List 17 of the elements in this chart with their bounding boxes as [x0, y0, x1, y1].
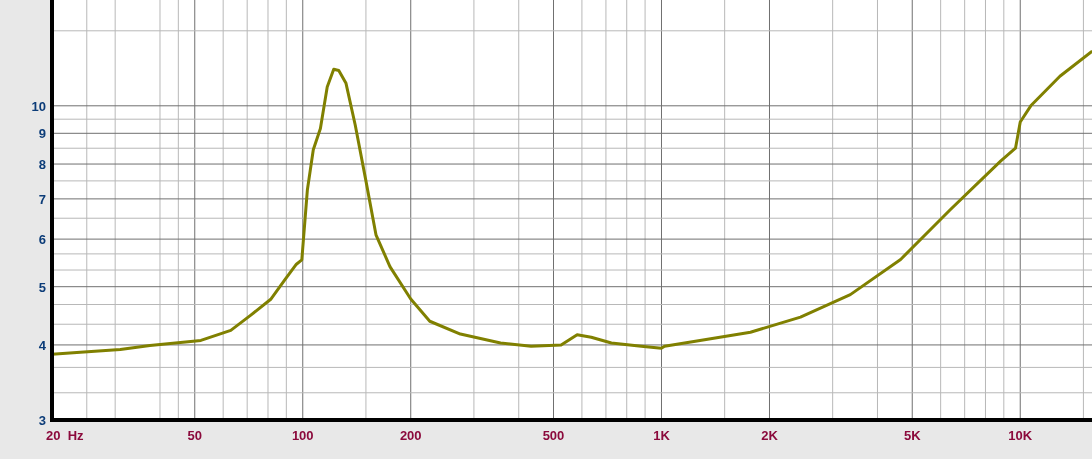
y-tick-label: 7 — [38, 191, 46, 207]
x-tick-label: 20 Hz — [46, 428, 85, 443]
x-tick-label: 1K — [653, 428, 671, 443]
x-tick-label: 100 — [291, 428, 314, 443]
x-tick-label: 500 — [542, 428, 565, 443]
y-tick-label: 3 — [38, 413, 46, 428]
y-tick-label: 8 — [38, 157, 46, 173]
y-tick-label: 10 — [31, 98, 46, 114]
x-tick-label: 200 — [399, 428, 422, 443]
x-tick-label: 10K — [1008, 428, 1033, 443]
y-tick-label: 9 — [38, 126, 46, 142]
x-tick-label: 50 — [187, 428, 202, 443]
y-tick-label: 5 — [38, 279, 46, 295]
y-tick-label: 6 — [38, 232, 46, 248]
x-tick-label: 2K — [761, 428, 779, 443]
y-tick-label: 4 — [38, 337, 47, 353]
x-tick-label: 5K — [903, 428, 922, 443]
